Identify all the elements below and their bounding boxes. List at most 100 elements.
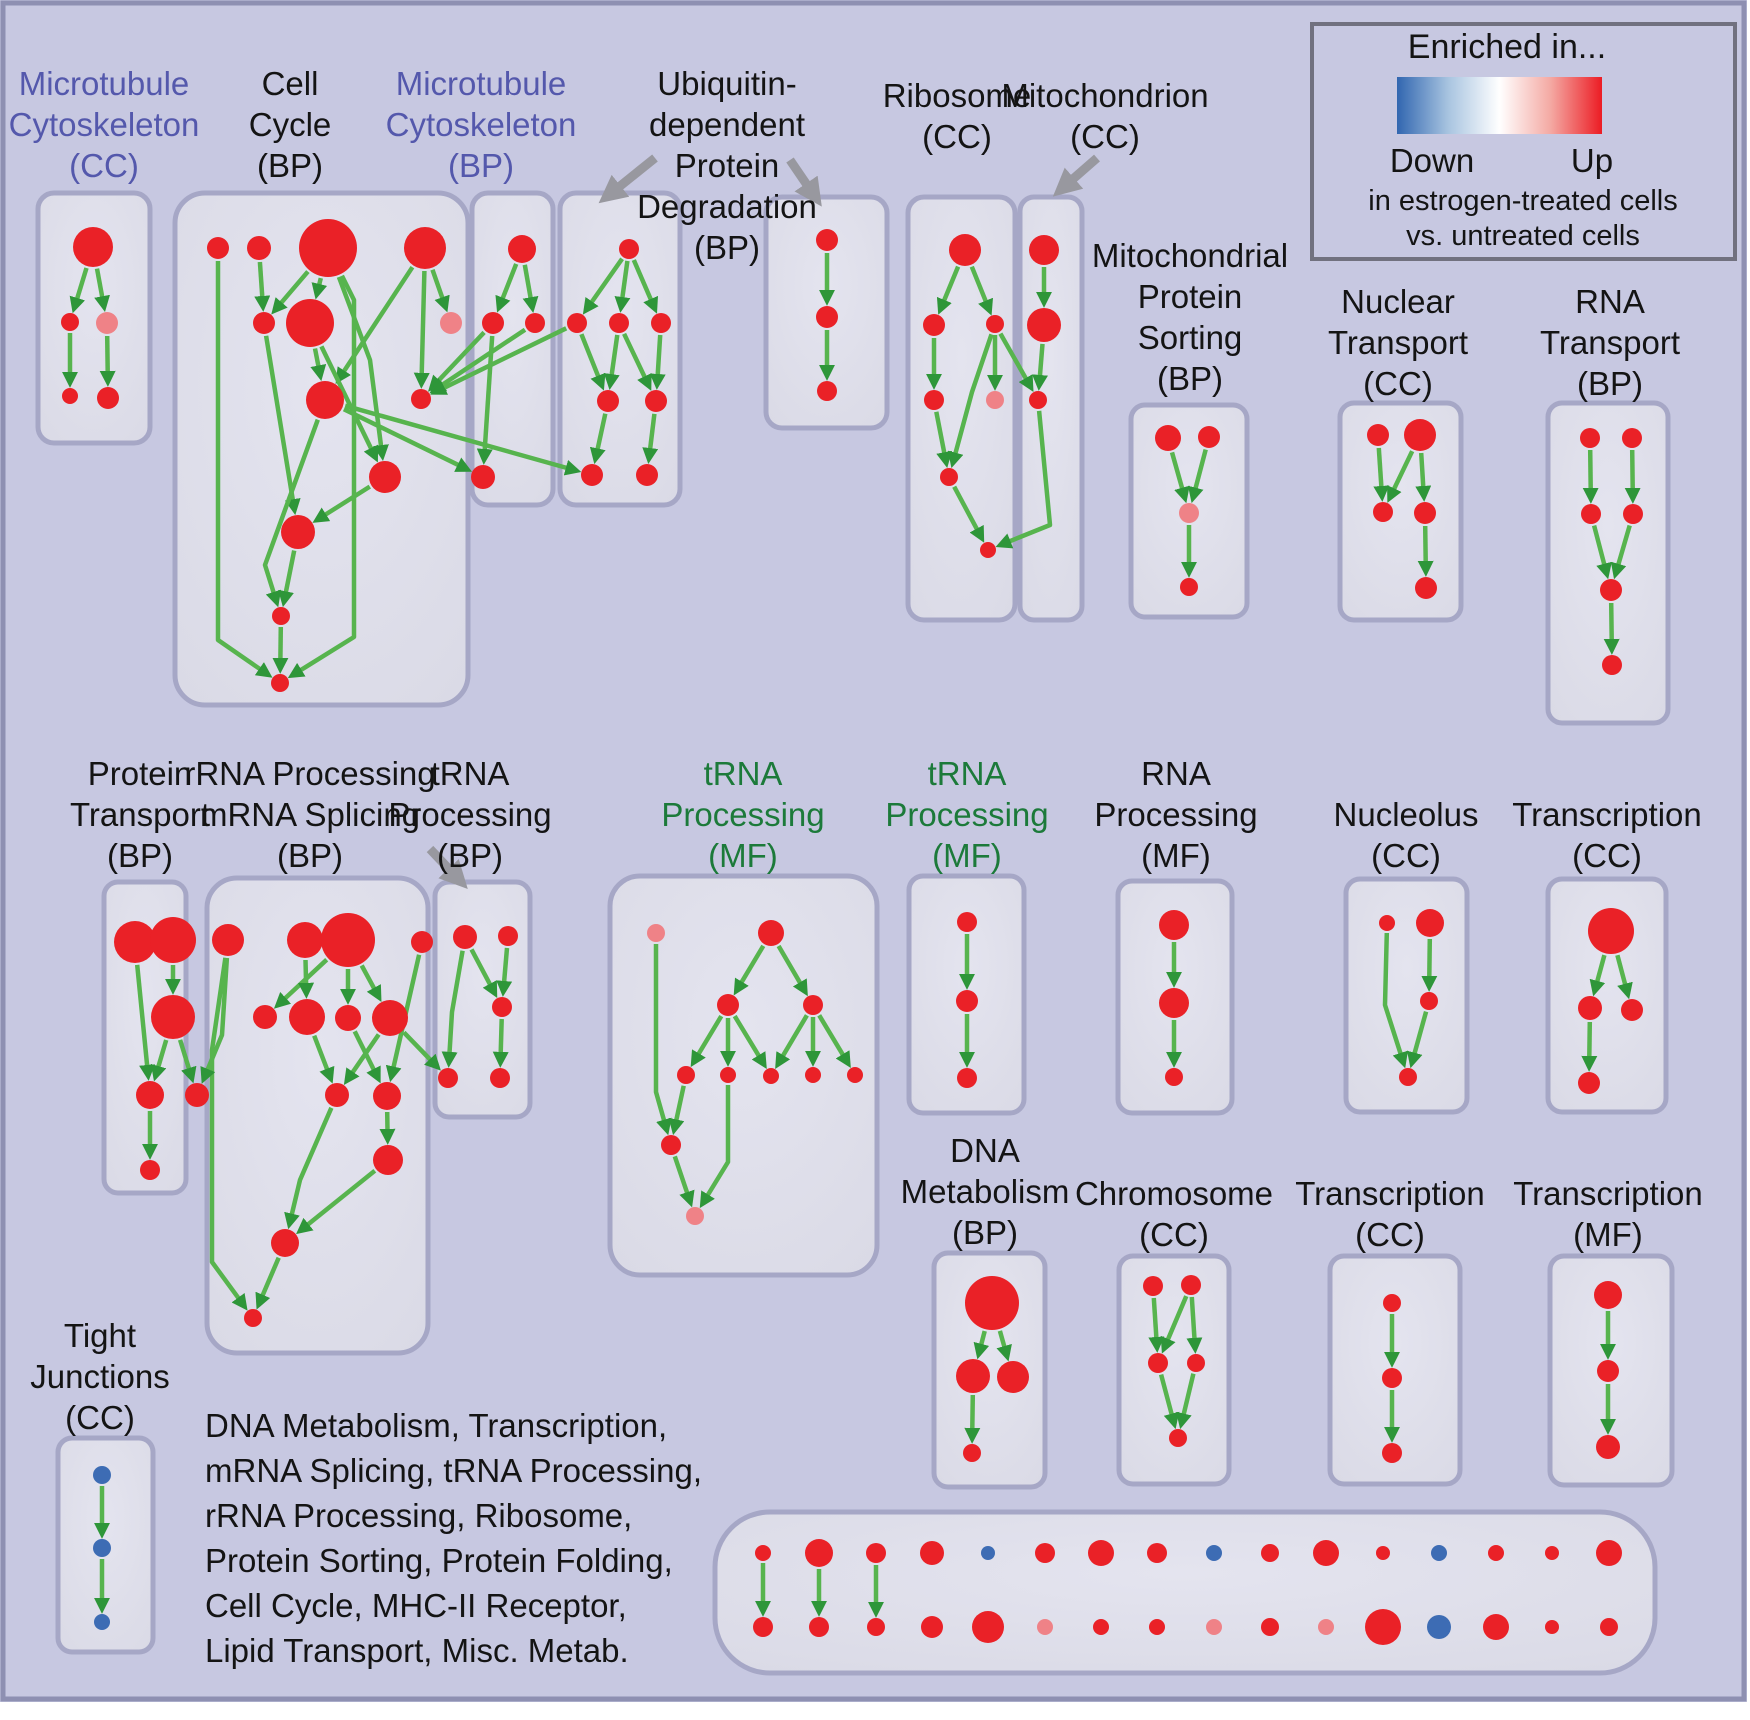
node-mitochondrion-1 xyxy=(1027,308,1061,342)
cluster-label-transcription-cc-a-line0: Transcription xyxy=(1512,796,1702,833)
node-rna-transport-3 xyxy=(1623,504,1643,524)
node-transcription-cc-a-3 xyxy=(1578,1072,1600,1094)
node-trna-processing-mf-1-10 xyxy=(686,1207,704,1225)
cluster-label-nuclear-transport-line0: Nuclear xyxy=(1341,283,1455,320)
node-mito-protein-sorting-3 xyxy=(1180,578,1198,596)
cluster-label-mitochondrion-line1: (CC) xyxy=(1070,118,1140,155)
node-misc-pairs-31 xyxy=(1600,1618,1618,1636)
node-rrna-processing-mrna-splicing-3 xyxy=(411,931,433,953)
node-transcription-mf-1 xyxy=(1597,1360,1619,1382)
node-mito-protein-sorting-2 xyxy=(1179,503,1199,523)
node-misc-pairs-8 xyxy=(1206,1545,1222,1561)
node-mt-bp-2 xyxy=(525,313,545,333)
node-ubiquitin-degradation-1 xyxy=(567,313,587,333)
cluster-label-ubiquitin-degradation-line0: Ubiquitin- xyxy=(657,65,796,102)
node-trna-processing-bp-3 xyxy=(438,1068,458,1088)
edge-chromosome-0-2 xyxy=(1154,1298,1157,1338)
node-ubiquitin-degradation-2-2 xyxy=(817,381,837,401)
node-mito-protein-sorting-0 xyxy=(1155,425,1181,451)
cluster-label-transcription-mf-line1: (MF) xyxy=(1573,1216,1643,1253)
node-protein-transport-5 xyxy=(140,1160,160,1180)
node-transcription-mf-2 xyxy=(1596,1435,1620,1459)
node-nucleolus-0 xyxy=(1379,915,1395,931)
node-rna-transport-2 xyxy=(1581,504,1601,524)
node-mitochondrion-0 xyxy=(1029,235,1059,265)
node-cell-cycle-7 xyxy=(306,381,344,419)
node-ubiquitin-degradation-6 xyxy=(581,464,603,486)
node-nucleolus-2 xyxy=(1420,992,1438,1010)
node-misc-pairs-20 xyxy=(972,1611,1004,1643)
node-transcription-mf-0 xyxy=(1594,1281,1622,1309)
edge-nuclear-transport-3-4 xyxy=(1425,526,1426,562)
cluster-box-rna-transport xyxy=(1548,403,1668,723)
node-rrna-processing-mrna-splicing-2 xyxy=(321,913,375,967)
cluster-label-protein-transport-line1: Transport xyxy=(70,796,210,833)
node-protein-transport-0 xyxy=(114,921,156,963)
node-rna-transport-4 xyxy=(1600,579,1622,601)
node-trna-processing-bp-1 xyxy=(498,926,518,946)
node-protein-transport-2 xyxy=(151,995,195,1039)
node-nuclear-transport-4 xyxy=(1415,577,1437,599)
cluster-label-dna-metabolism-line0: DNA xyxy=(950,1132,1020,1169)
node-mt-cc-3 xyxy=(62,388,78,404)
cluster-label-rna-processing-line0: RNA xyxy=(1141,755,1211,792)
legend-subtitle-line1: in estrogen-treated cells xyxy=(1368,185,1678,217)
node-ribosome-2 xyxy=(986,315,1004,333)
cluster-label-protein-transport-line2: (BP) xyxy=(107,837,173,874)
legend-up-label: Up xyxy=(1571,142,1613,179)
node-transcription-cc-a-1 xyxy=(1578,996,1602,1020)
node-ribosome-0 xyxy=(949,234,981,266)
node-rrna-processing-mrna-splicing-8 xyxy=(325,1083,349,1107)
node-trna-processing-mf-2-2 xyxy=(957,1068,977,1088)
node-mito-protein-sorting-1 xyxy=(1198,426,1220,448)
node-nucleolus-1 xyxy=(1416,909,1444,937)
node-ubiquitin-degradation-3 xyxy=(651,313,671,333)
node-transcription-cc-b-0 xyxy=(1383,1294,1401,1312)
node-transcription-cc-a-0 xyxy=(1588,908,1634,954)
node-transcription-cc-b-2 xyxy=(1382,1443,1402,1463)
node-misc-pairs-11 xyxy=(1376,1546,1390,1560)
cluster-label-rna-transport-line1: Transport xyxy=(1540,324,1680,361)
cluster-label-transcription-mf-line0: Transcription xyxy=(1513,1175,1703,1212)
cluster-label-dna-metabolism-line2: (BP) xyxy=(952,1214,1018,1251)
cluster-label-trna-processing-mf-1-line0: tRNA xyxy=(704,755,783,792)
node-mt-bp-1 xyxy=(482,312,504,334)
edge-rrna-processing-mrna-splicing-1-5 xyxy=(306,960,307,984)
node-mt-cc-0 xyxy=(73,227,113,267)
node-misc-pairs-17 xyxy=(809,1617,829,1637)
node-mt-bp-3 xyxy=(471,465,495,489)
edge-mt-cc-2-4 xyxy=(107,336,108,372)
node-rna-processing-1 xyxy=(1159,988,1189,1018)
node-cell-cycle-10 xyxy=(281,515,315,549)
node-trna-processing-mf-1-8 xyxy=(847,1067,863,1083)
node-misc-pairs-23 xyxy=(1149,1619,1165,1635)
node-ubiquitin-degradation-5 xyxy=(645,390,667,412)
node-rna-transport-5 xyxy=(1602,655,1622,675)
cluster-label-ubiquitin-degradation-line3: Degradation xyxy=(637,188,817,225)
note-line-2: rRNA Processing, Ribosome, xyxy=(205,1497,632,1534)
node-misc-pairs-19 xyxy=(921,1616,943,1638)
cluster-label-tight-junctions-line2: (CC) xyxy=(65,1399,135,1436)
cluster-label-cell-cycle-line0: Cell xyxy=(262,65,319,102)
node-misc-pairs-29 xyxy=(1483,1614,1509,1640)
cluster-label-nuclear-transport-line2: (CC) xyxy=(1363,365,1433,402)
edge-cell-cycle-3-8 xyxy=(422,271,425,374)
edge-rna-transport-4-5 xyxy=(1611,603,1612,640)
edge-cell-cycle-2-5 xyxy=(319,278,321,285)
cluster-label-chromosome-line0: Chromosome xyxy=(1075,1175,1273,1212)
node-trna-processing-mf-1-7 xyxy=(805,1067,821,1083)
cluster-label-nucleolus-line1: (CC) xyxy=(1371,837,1441,874)
legend-title: Enriched in... xyxy=(1408,28,1606,66)
edge-trna-processing-bp-2-4 xyxy=(501,1019,502,1053)
cluster-label-cell-cycle-line1: Cycle xyxy=(249,106,332,143)
node-mitochondrion-2 xyxy=(1029,391,1047,409)
cluster-label-mt-cc-line0: Microtubule xyxy=(19,65,190,102)
node-mt-cc-4 xyxy=(97,387,119,409)
cluster-label-trna-processing-bp-line2: (BP) xyxy=(437,837,503,874)
node-chromosome-2 xyxy=(1148,1353,1168,1373)
note-line-1: mRNA Splicing, tRNA Processing, xyxy=(205,1452,702,1489)
cluster-label-rna-processing-line2: (MF) xyxy=(1141,837,1211,874)
node-misc-pairs-30 xyxy=(1545,1620,1559,1634)
node-rrna-processing-mrna-splicing-9 xyxy=(373,1082,401,1110)
